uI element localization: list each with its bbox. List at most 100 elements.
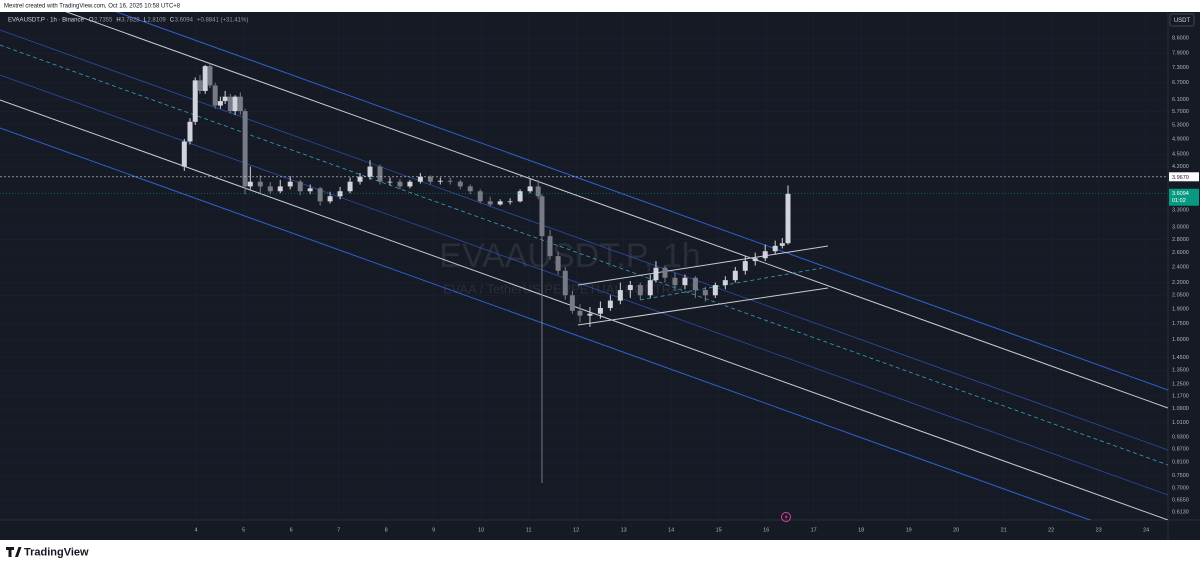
y-tick-label: 1.1700 <box>1172 393 1189 399</box>
y-tick-label: 6.1000 <box>1172 97 1189 103</box>
candle-body <box>417 176 423 182</box>
candle-body <box>467 186 473 192</box>
countdown: 01:02 <box>1172 198 1186 204</box>
x-tick-label: 22 <box>1048 527 1054 533</box>
x-tick-label: 7 <box>337 527 340 533</box>
ohlc-key: O <box>89 18 94 24</box>
candle-body <box>447 180 453 182</box>
y-tick-label: 7.3000 <box>1172 65 1189 71</box>
watermark: EVAAUSDT.P, 1h <box>439 237 700 275</box>
candle-body <box>692 277 698 291</box>
candle-body <box>247 181 253 187</box>
candle-body <box>337 191 343 197</box>
y-tick-label: 1.9000 <box>1172 306 1189 312</box>
y-tick-label: 2.0500 <box>1172 293 1189 299</box>
candle-body <box>427 176 433 182</box>
x-tick-label: 16 <box>763 527 769 533</box>
currency[interactable]: USDT <box>1174 18 1191 24</box>
trend-line <box>577 287 829 326</box>
currency-box[interactable] <box>1169 13 1195 27</box>
symbol: EVAAUSDT.P · 1h · Binance <box>8 18 84 24</box>
candle-body <box>207 66 213 86</box>
event-icon-bolt <box>784 514 788 520</box>
y-tick-label: 7.9000 <box>1172 51 1189 57</box>
y-tick-label: 0.8100 <box>1172 459 1189 465</box>
candle-body <box>197 80 203 91</box>
ohlc-key: L <box>144 18 148 24</box>
y-tick-label: 0.7500 <box>1172 473 1189 479</box>
candle-body <box>712 285 718 296</box>
y-tick-label: 0.6550 <box>1172 497 1189 503</box>
candle-body <box>527 186 533 192</box>
x-tick-label: 20 <box>953 527 959 533</box>
x-tick-label: 14 <box>668 527 674 533</box>
candle-body <box>407 181 413 187</box>
change: +0.8841 (+31.41%) <box>197 18 248 24</box>
y-tick-label: 1.6000 <box>1172 337 1189 343</box>
x-tick-label: 4 <box>195 527 198 533</box>
x-tick-label: 12 <box>573 527 579 533</box>
logo <box>6 547 22 557</box>
candle-body <box>192 80 198 122</box>
candle-body <box>742 261 748 271</box>
candle-body <box>397 181 403 187</box>
y-tick-label: 1.0100 <box>1172 420 1189 426</box>
x-tick-label: 6 <box>290 527 293 533</box>
candle-body <box>547 236 553 257</box>
candle-body <box>653 267 659 281</box>
candle-body <box>277 186 283 192</box>
candle-body <box>367 166 373 177</box>
candle-body <box>779 243 785 246</box>
candle-body <box>327 196 333 202</box>
candle-body <box>507 201 513 203</box>
candle-body <box>577 310 583 316</box>
candle-body <box>212 85 218 106</box>
x-tick-label: 19 <box>906 527 912 533</box>
x-tick-label: 13 <box>621 527 627 533</box>
x-tick-label: 17 <box>811 527 817 533</box>
y-tick-label: 0.6130 <box>1172 509 1189 515</box>
x-tick-label: 9 <box>432 527 435 533</box>
candle-body <box>569 295 575 311</box>
y-tick-label: 4.5000 <box>1172 152 1189 158</box>
candle-body <box>242 111 248 187</box>
candle-body <box>627 285 633 291</box>
candle-body <box>607 300 613 308</box>
y-tick-label: 1.7500 <box>1172 321 1189 327</box>
ohlc-value: 2.8109 <box>147 18 166 24</box>
last-price-box <box>1169 188 1199 206</box>
y-tick-label: 0.8700 <box>1172 447 1189 453</box>
candle-body <box>187 121 193 142</box>
y-tick-label: 2.8000 <box>1172 237 1189 243</box>
candle-body <box>267 186 273 192</box>
y-tick-label: 0.9300 <box>1172 435 1189 441</box>
candle-body <box>535 186 541 197</box>
x-tick-label: 5 <box>242 527 245 533</box>
x-tick-label: 11 <box>526 527 532 533</box>
candle-body <box>617 290 623 301</box>
y-tick-label: 4.9000 <box>1172 136 1189 142</box>
y-tick-label: 4.2000 <box>1172 164 1189 170</box>
watermark-subtitle: EVAA / TetherUS PERPETUAL CONTRACT <box>443 281 697 296</box>
trend-line <box>577 245 829 286</box>
candle-body <box>377 166 383 182</box>
y-tick-label: 6.7000 <box>1172 80 1189 86</box>
last-price-label: 3.6094 <box>1172 191 1189 197</box>
ohlc-key: C <box>170 18 175 24</box>
brand: TradingView <box>24 546 89 558</box>
candle-body <box>702 290 708 296</box>
candle-body <box>457 181 463 187</box>
candle-body <box>181 141 187 167</box>
y-tick-label: 1.0900 <box>1172 406 1189 412</box>
candle-body <box>555 256 561 271</box>
ohlc-value: 3.7828 <box>121 18 140 24</box>
candle-body <box>357 176 363 182</box>
y-tick-label: 1.2500 <box>1172 382 1189 388</box>
x-tick-label: 21 <box>1001 527 1007 533</box>
ohlc-value: 2.7355 <box>94 18 113 24</box>
event-icon[interactable] <box>781 512 791 522</box>
candle-body <box>539 196 545 237</box>
candle-body <box>202 66 208 91</box>
candle-body <box>752 258 758 262</box>
